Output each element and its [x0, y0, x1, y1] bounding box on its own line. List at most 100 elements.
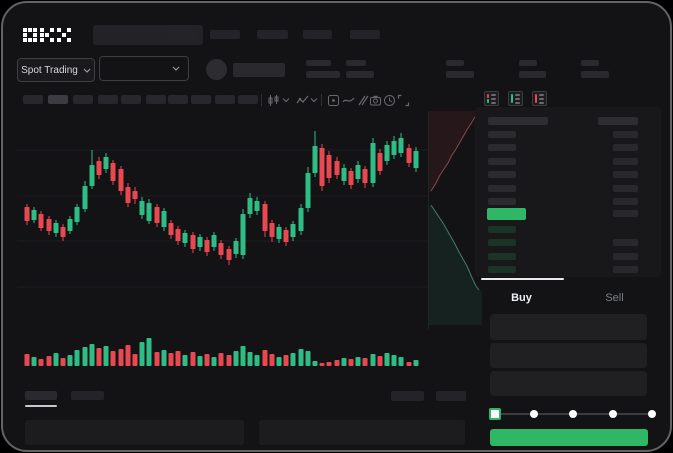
orderbook-bid-row[interactable]	[475, 225, 661, 235]
chevron-down-icon[interactable]	[310, 97, 318, 103]
volume-bar	[103, 346, 109, 366]
nav-item[interactable]	[303, 30, 332, 39]
candlestick	[103, 153, 109, 173]
candlestick	[24, 204, 30, 225]
orderbook-ask-row[interactable]	[475, 184, 661, 194]
buy-submit-button[interactable]	[490, 429, 648, 446]
stat-label-placeholder	[306, 60, 331, 66]
slider-step-dot[interactable]	[648, 410, 656, 418]
candle-style-icon[interactable]	[267, 94, 280, 107]
slider-step-dot[interactable]	[569, 410, 577, 418]
orders-panel-placeholder	[259, 420, 465, 445]
candlestick	[53, 220, 59, 237]
volume-bar	[110, 351, 116, 366]
timeframe-button[interactable]	[238, 95, 258, 104]
orderbook-bid-row[interactable]	[475, 238, 661, 248]
nav-item[interactable]	[350, 30, 380, 39]
volume-bar	[269, 354, 275, 366]
total-input[interactable]	[490, 371, 647, 396]
volume-bar	[197, 356, 203, 366]
volume-bar	[341, 358, 347, 366]
orderbook-ask-row[interactable]	[475, 130, 661, 140]
orderbook-ask-row[interactable]	[475, 157, 661, 167]
orderbook-ask-row[interactable]	[475, 143, 661, 153]
fullscreen-icon[interactable]	[397, 94, 410, 107]
book-bids-icon[interactable]	[508, 91, 523, 106]
depth-bids-area	[429, 205, 482, 325]
compare-icon[interactable]	[356, 94, 369, 107]
pair-selector-dropdown[interactable]	[99, 56, 189, 81]
bottom-tab-active[interactable]	[25, 391, 57, 400]
nav-item[interactable]	[210, 30, 240, 39]
candlestick	[362, 166, 368, 188]
volume-bar	[254, 355, 260, 366]
interval-box-icon[interactable]	[327, 94, 340, 107]
nav-item[interactable]	[257, 30, 288, 39]
timeframe-button[interactable]	[23, 95, 43, 104]
candlestick	[226, 246, 232, 265]
timeframe-button[interactable]	[73, 95, 93, 104]
camera-icon[interactable]	[369, 94, 382, 107]
timeframe-button[interactable]	[191, 95, 211, 104]
okx-logo	[23, 28, 71, 42]
price-input[interactable]	[490, 314, 647, 340]
candlestick	[348, 168, 354, 189]
ask-amount-placeholder	[613, 131, 638, 138]
book-asks-icon[interactable]	[532, 91, 547, 106]
timeframe-button[interactable]	[215, 95, 235, 104]
timeframe-button[interactable]	[121, 95, 141, 104]
chevron-down-icon[interactable]	[282, 97, 290, 103]
candlestick	[146, 199, 152, 224]
indicator-icon[interactable]	[296, 94, 309, 107]
bid-amount-placeholder	[613, 239, 638, 247]
timeframe-button[interactable]	[98, 95, 118, 104]
orderbook-ask-row[interactable]	[475, 197, 661, 207]
candlestick	[218, 240, 224, 259]
volume-bar	[384, 353, 390, 366]
ask-amount-placeholder	[613, 198, 638, 205]
bottom-tab[interactable]	[71, 391, 104, 400]
candlestick	[175, 226, 181, 245]
candlestick	[319, 144, 325, 191]
candlestick	[254, 197, 260, 215]
candlestick	[247, 193, 253, 218]
stat-value-placeholder	[581, 71, 609, 78]
slider-step-dot[interactable]	[529, 410, 538, 418]
volume-bar	[175, 351, 181, 366]
candlestick	[334, 157, 340, 179]
tab-sell[interactable]: Sell	[605, 292, 624, 304]
bottom-action-button[interactable]	[436, 391, 466, 401]
stat-label-placeholder	[446, 60, 464, 66]
tab-buy[interactable]: Buy	[511, 292, 532, 304]
ask-price-placeholder	[488, 198, 516, 205]
volume-bar	[168, 353, 174, 366]
nav-item[interactable]	[167, 30, 197, 39]
volume-bar	[139, 342, 145, 366]
volume-bar	[125, 345, 131, 366]
amount-input[interactable]	[490, 343, 647, 368]
volume-bar	[276, 357, 282, 366]
candlestick-chart[interactable]	[17, 111, 429, 337]
orderbook-last-price-row[interactable]	[475, 208, 661, 220]
volume-bar	[46, 356, 52, 366]
volume-bar	[319, 363, 325, 366]
timeframe-button[interactable]	[48, 95, 68, 104]
candlestick	[233, 238, 239, 258]
orderbook-ask-row[interactable]	[475, 170, 661, 180]
bottom-action-button[interactable]	[391, 391, 424, 401]
slider-handle[interactable]	[489, 408, 501, 420]
book-combined-icon[interactable]	[484, 91, 499, 106]
slider-step-dot[interactable]	[608, 410, 617, 418]
orderbook-bid-row[interactable]	[475, 265, 661, 275]
candlestick	[46, 216, 52, 235]
candlestick	[269, 220, 275, 242]
timeframe-button[interactable]	[146, 95, 166, 104]
market-type-dropdown[interactable]: Spot Trading	[17, 58, 95, 82]
orderbook-bid-row[interactable]	[475, 252, 661, 262]
timeframe-button[interactable]	[168, 95, 188, 104]
history-icon[interactable]	[383, 94, 396, 107]
ask-price-placeholder	[488, 144, 516, 152]
volume-bar	[362, 358, 368, 366]
candlestick	[262, 201, 268, 237]
line-tool-icon[interactable]	[342, 94, 355, 107]
